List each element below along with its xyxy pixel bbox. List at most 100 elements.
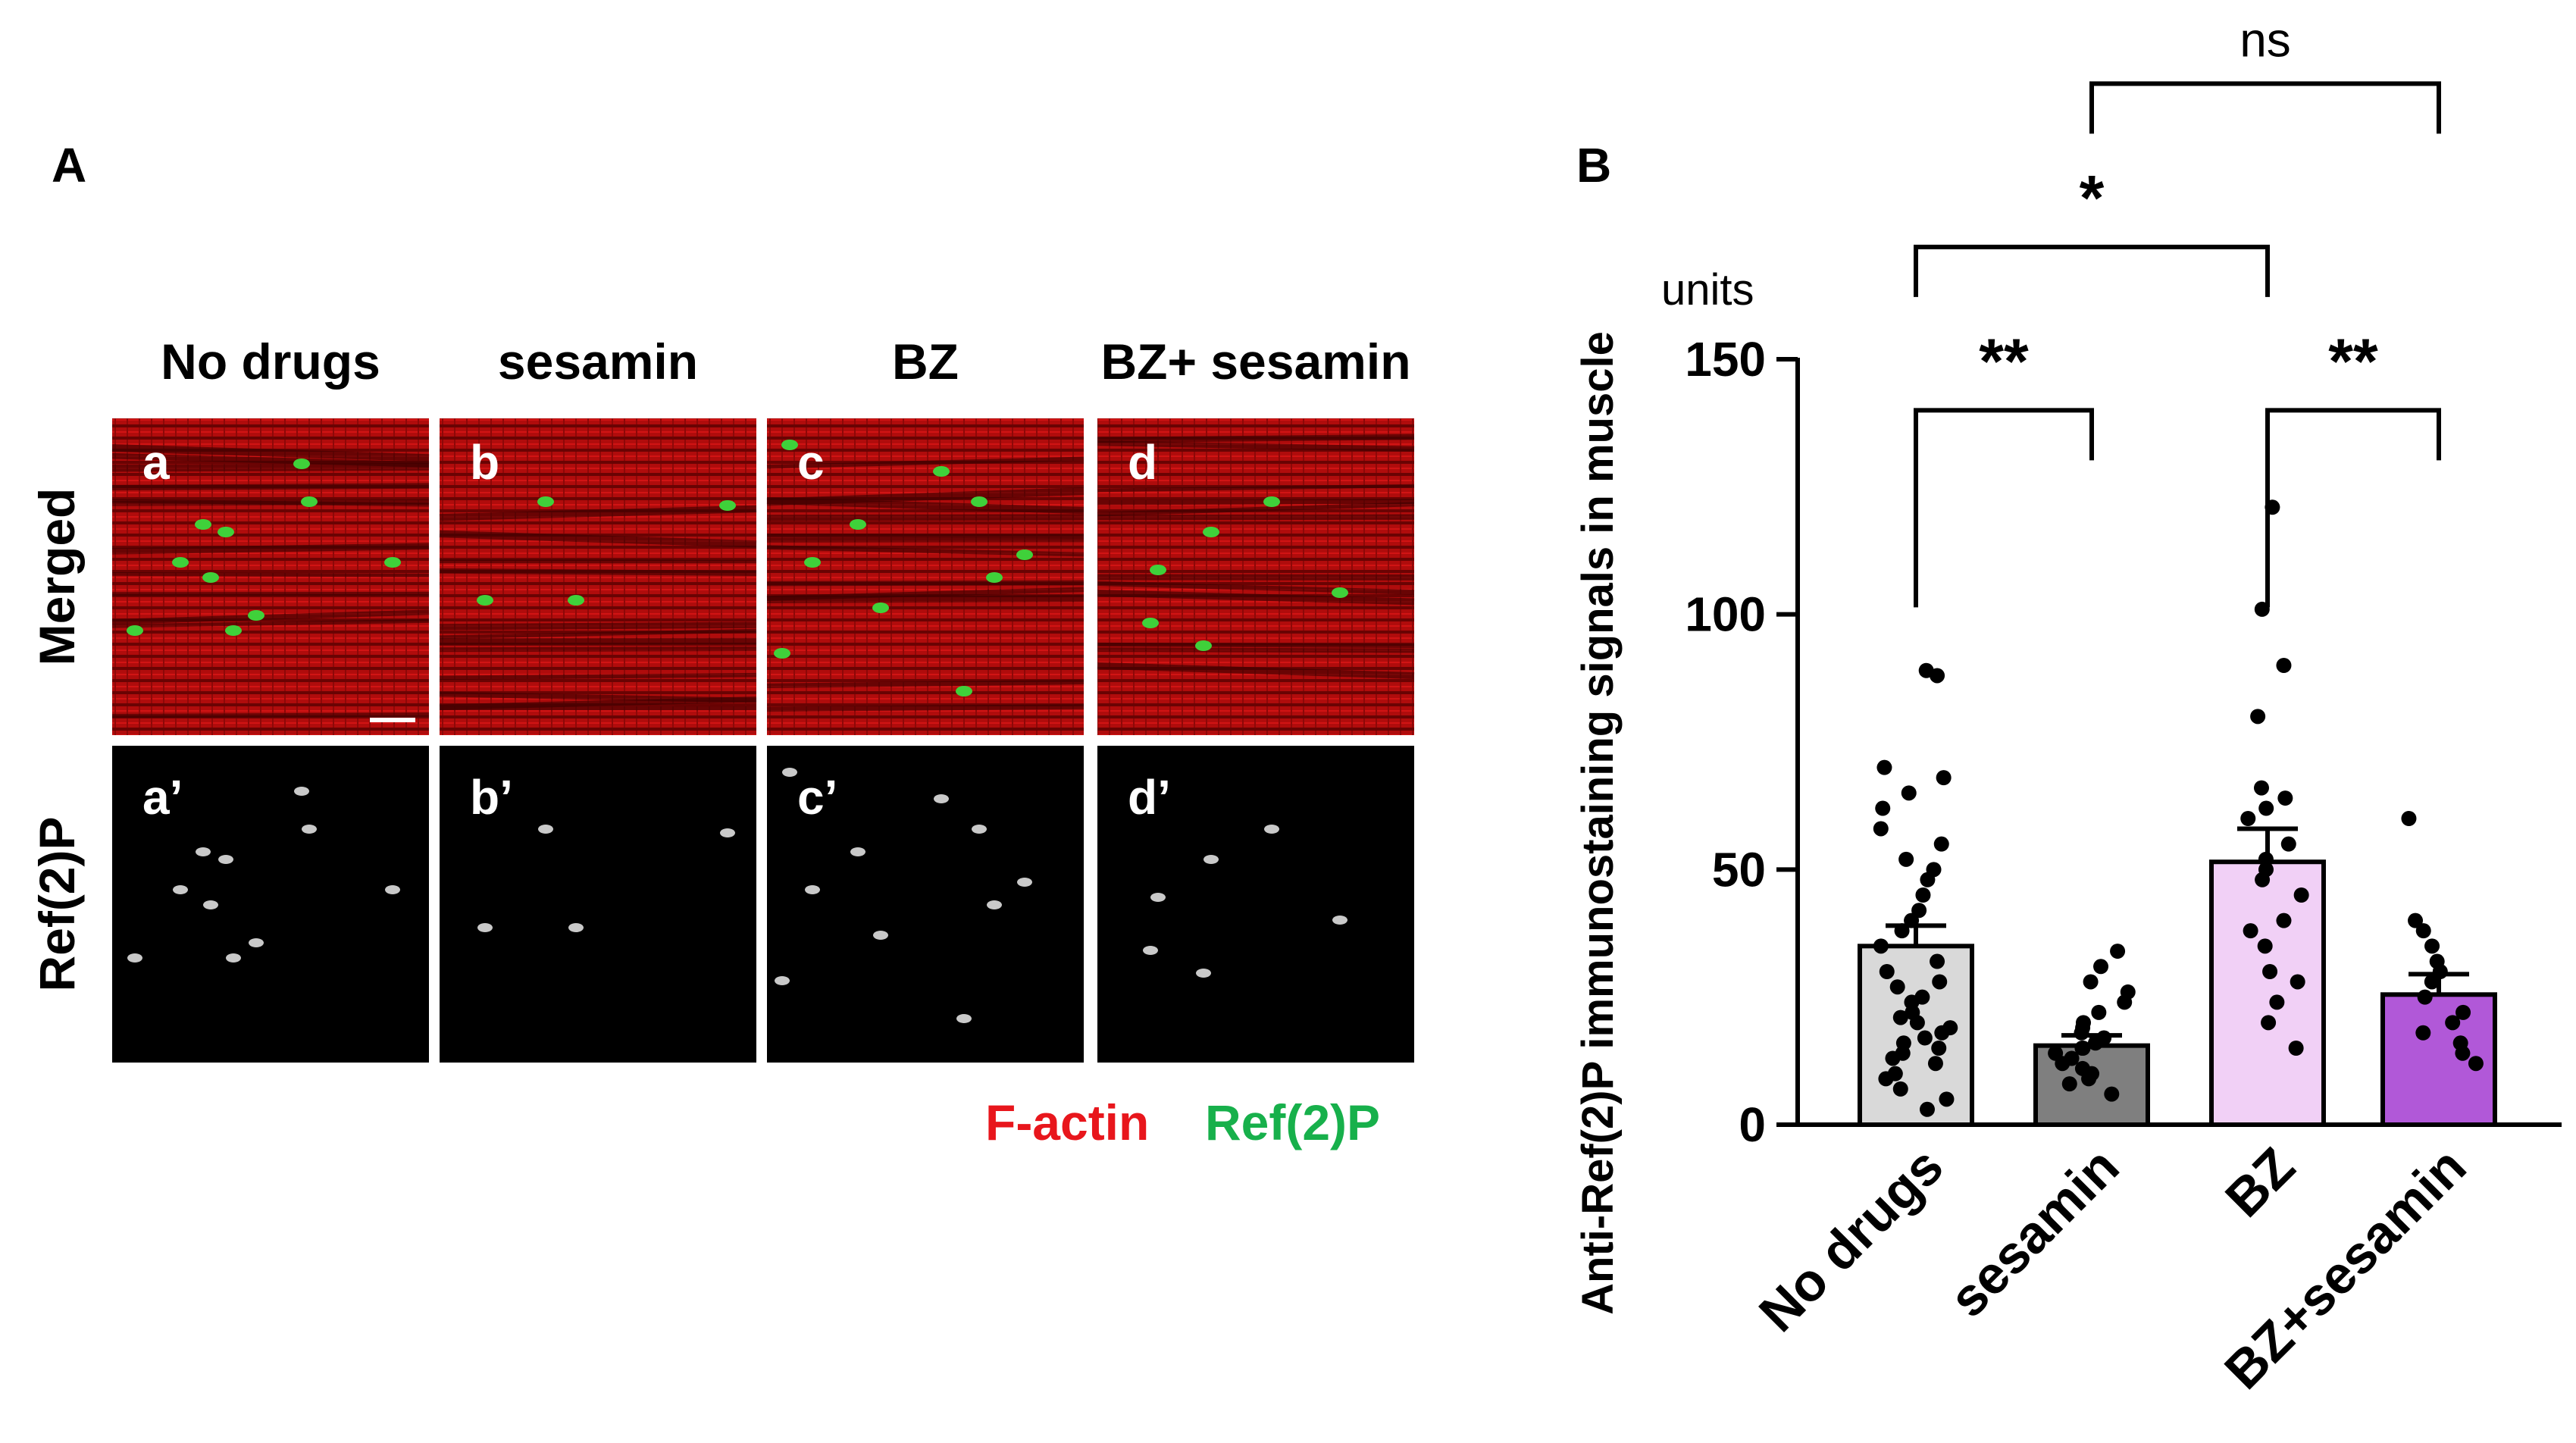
- micrograph-merged: a: [111, 418, 430, 735]
- ref2p-punctum-gray: [568, 923, 584, 932]
- panel-letter-prime: d’: [1128, 770, 1171, 825]
- ref2p-punctum: [1195, 640, 1212, 651]
- ref2p-punctum-gray: [873, 931, 888, 940]
- data-point: [2083, 974, 2099, 990]
- data-point: [1876, 759, 1892, 775]
- data-point: [1898, 851, 1914, 867]
- data-point: [2104, 1086, 2120, 1102]
- column-header: BZ+ sesamin: [1100, 333, 1410, 390]
- ref2p-punctum: [986, 572, 1003, 583]
- data-point: [1892, 1009, 1908, 1025]
- ref2p-punctum: [1142, 618, 1159, 628]
- ref2p-punctum: [872, 603, 889, 613]
- ref2p-punctum-gray: [1143, 946, 1158, 955]
- ref2p-punctum-gray: [1196, 969, 1211, 978]
- panel-letter-prime: c’: [797, 770, 837, 825]
- panel-b-label: B: [1576, 138, 1611, 193]
- myofibril-gap: [1097, 502, 1415, 517]
- significance-bracket: [2265, 408, 2441, 608]
- myofibril-gap: [766, 595, 1085, 603]
- ref2p-punctum-gray: [972, 825, 987, 834]
- panel-b: B 0 50 100 150 units Anti-Ref(2)P immunostain…: [1573, 12, 2562, 1401]
- myofibril-gap: [766, 487, 1085, 506]
- myofibril-gap: [111, 483, 430, 491]
- myofibril-gap: [1097, 434, 1415, 443]
- ref2p-punctum: [127, 625, 143, 636]
- column-header: sesamin: [498, 333, 698, 390]
- data-point: [1939, 1091, 1955, 1107]
- y-units: units: [1661, 265, 1754, 315]
- data-point: [2276, 912, 2292, 928]
- data-point: [1918, 662, 1934, 678]
- ref2p-punctum-gray: [805, 885, 820, 894]
- panel-letter: a: [142, 435, 170, 490]
- ref2p-image: [112, 746, 429, 1063]
- data-point: [1942, 1020, 1958, 1036]
- myofibril-gap: [1097, 662, 1415, 679]
- ref2p-punctum: [804, 557, 821, 568]
- data-point: [2269, 994, 2285, 1010]
- data-point: [2240, 811, 2256, 826]
- myofibril-gap: [766, 679, 1085, 689]
- data-point: [2091, 1004, 2107, 1020]
- ref2p-punctum: [537, 496, 554, 507]
- data-point: [2074, 1060, 2090, 1076]
- micrograph-merged: d: [1097, 418, 1415, 735]
- significance-label: **: [1979, 325, 2029, 396]
- ref2p-punctum-gray: [218, 855, 233, 864]
- ref2p-punctum-gray: [934, 794, 949, 803]
- data-point: [2290, 974, 2305, 990]
- data-point: [2250, 709, 2266, 725]
- myofibril-gap: [439, 672, 757, 681]
- row-label: Ref(2)P: [29, 816, 85, 991]
- ref2p-punctum-gray: [1150, 893, 1166, 902]
- myofibril-gap: [1097, 440, 1415, 452]
- ref2p-punctum-gray: [1332, 916, 1347, 925]
- micrograph-merged: b: [439, 418, 757, 735]
- data-point: [2093, 959, 2109, 975]
- data-point: [1889, 979, 1905, 995]
- ref2p-punctum: [1016, 549, 1033, 560]
- panel-letter: d: [1128, 435, 1157, 490]
- panel-letter-prime: a’: [142, 770, 183, 825]
- myofibril-gap: [766, 533, 1085, 539]
- ref2p-punctum: [195, 519, 211, 530]
- data-point: [2253, 780, 2269, 796]
- ref2p-punctum-gray: [1264, 825, 1279, 834]
- ref2p-punctum: [293, 459, 310, 469]
- data-point: [2075, 1041, 2091, 1056]
- y-tick-label: 0: [1739, 1097, 1766, 1152]
- myofibril-gap: [111, 463, 430, 472]
- data-point: [2415, 1025, 2431, 1041]
- ref2p-punctum: [477, 595, 493, 606]
- data-point: [1892, 1081, 1908, 1097]
- data-point: [1917, 1030, 1933, 1046]
- ref2p-punctum: [956, 686, 972, 696]
- data-point: [1932, 974, 1948, 990]
- micrograph-grid: a a’ b b’ c c’ d d’: [111, 418, 1415, 1063]
- myofibril-gap: [439, 628, 757, 640]
- data-point: [2401, 811, 2417, 826]
- ref2p-punctum: [1263, 496, 1280, 507]
- myofibril-gap: [766, 704, 1085, 712]
- ref2p-punctum-gray: [302, 825, 317, 834]
- panel-a: A No drugs sesamin BZ BZ+ sesamin Merged Ref…: [29, 138, 1415, 1150]
- ref2p-punctum-gray: [987, 900, 1002, 909]
- data-point: [1915, 887, 1931, 903]
- ref2p-punctum-gray: [538, 825, 553, 834]
- y-tick-label: 100: [1685, 587, 1766, 642]
- merged-image: [440, 418, 756, 735]
- significance-bracket: [2089, 81, 2441, 134]
- myofibril-gap: [1097, 514, 1415, 521]
- micrograph-merged: c: [766, 418, 1085, 735]
- ref2p-punctum-gray: [385, 885, 400, 894]
- ref2p-punctum: [774, 648, 790, 659]
- myofibril-gap: [111, 444, 430, 462]
- myofibril-gap: [1097, 484, 1415, 493]
- bar-chart: 0 50 100 150 units Anti-Ref(2)P immunostainin…: [1573, 12, 2562, 1401]
- column-header: No drugs: [161, 333, 380, 390]
- data-point: [2257, 938, 2273, 954]
- micrograph-ref2p: d’: [1097, 746, 1414, 1063]
- ref2p-punctum-gray: [782, 768, 797, 777]
